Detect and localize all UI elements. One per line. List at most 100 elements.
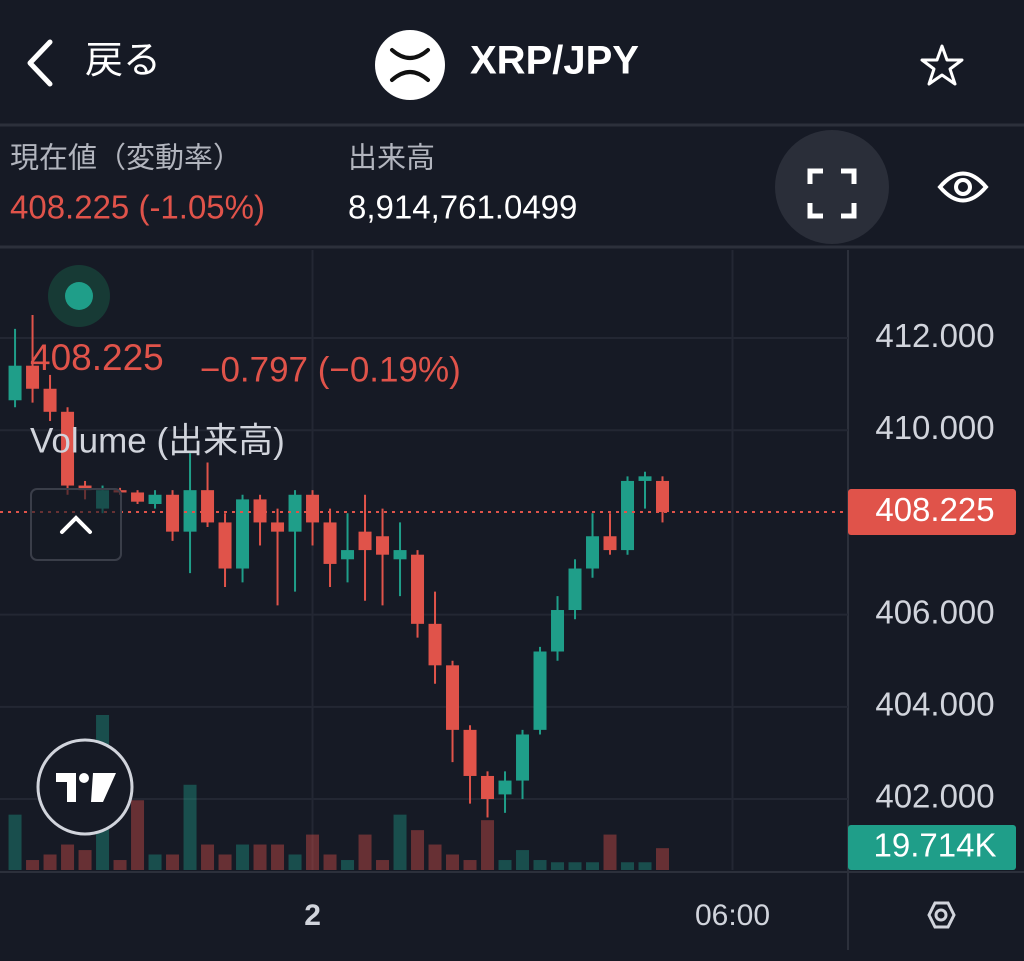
y-tick-label: 410.000 <box>875 409 994 446</box>
coin-logo-mark <box>390 48 430 82</box>
x-tick-label: 06:00 <box>695 899 770 932</box>
volume-bar <box>376 860 390 870</box>
candle-body <box>253 499 267 523</box>
candle-body <box>341 550 355 560</box>
collapse-icon <box>60 515 92 534</box>
volume-bar <box>323 854 337 870</box>
candle-body <box>586 536 600 569</box>
candle-body <box>183 490 197 532</box>
candle-body <box>411 554 425 624</box>
candle-body <box>603 536 617 551</box>
volume-bar <box>621 862 635 870</box>
candle-body <box>376 536 390 555</box>
y-tick-label: 404.000 <box>875 686 994 723</box>
settings-icon-center <box>934 908 948 922</box>
volume-bar <box>551 862 565 870</box>
last-price-tag <box>848 489 1016 536</box>
volume-bar <box>201 844 215 870</box>
volume-value: 8,914,761.0499 <box>348 189 577 226</box>
volume-bar <box>603 834 617 870</box>
volume-bar <box>218 854 232 870</box>
candle-body <box>463 729 477 776</box>
volume-bar <box>656 848 670 870</box>
eye-button[interactable] <box>937 171 989 203</box>
settings-button[interactable] <box>927 901 956 929</box>
candle-body <box>201 490 215 523</box>
candle-body <box>393 550 407 560</box>
collapse-legend-button[interactable] <box>30 488 122 561</box>
volume-bar <box>148 854 162 870</box>
volume-bar <box>638 862 652 870</box>
legend-price: 408.225 <box>30 337 164 378</box>
volume-bar <box>411 830 425 870</box>
volume-bar <box>131 800 145 870</box>
candle-body <box>621 480 635 551</box>
pair-title: XRP/JPY <box>470 39 639 83</box>
candle-body <box>306 494 320 523</box>
last-price-label: 408.225 <box>875 491 994 528</box>
volume-bar <box>78 850 92 870</box>
volume-bar <box>288 854 302 870</box>
candles <box>8 314 670 818</box>
volume-bar <box>428 844 442 870</box>
candle-body <box>78 485 92 491</box>
back-label: 戻る <box>85 40 161 82</box>
volume-bar <box>533 860 547 870</box>
eye-pupil <box>954 178 972 196</box>
volume-bar <box>498 860 512 870</box>
candle-body <box>481 775 495 800</box>
y-tick-label: 406.000 <box>875 593 994 630</box>
live-indicator <box>65 282 93 310</box>
candle-body <box>26 365 40 389</box>
candle-body <box>638 476 652 481</box>
back-button[interactable]: 戻る <box>27 39 161 87</box>
volume-bar <box>26 860 40 870</box>
y-tick-label: 402.000 <box>875 778 994 815</box>
candle-body <box>218 522 232 569</box>
candle-body <box>131 492 145 502</box>
volume-label: 出来高 <box>348 142 435 175</box>
candle-body <box>166 494 180 532</box>
price-label: 現在値（変動率） <box>10 142 242 175</box>
collapse-bg <box>30 488 122 561</box>
volume-bar <box>166 854 180 870</box>
candle-body <box>43 388 57 412</box>
x-tick-label: 2 <box>304 899 321 932</box>
volume-bar <box>393 814 407 870</box>
fullscreen-button[interactable] <box>775 130 889 244</box>
candle-body <box>323 522 337 564</box>
volume-bar <box>113 860 127 870</box>
y-tick-label: 412.000 <box>875 317 994 354</box>
volume-bar <box>481 820 495 870</box>
fullscreen-bg <box>775 130 889 244</box>
volume-bar <box>586 862 600 870</box>
volume-bar <box>271 844 285 870</box>
candle-body <box>148 494 162 504</box>
favorite-button[interactable] <box>920 44 964 86</box>
volume-bar <box>8 814 22 870</box>
back-icon <box>27 39 53 87</box>
volume-bar <box>358 834 372 870</box>
candle-body <box>446 665 460 730</box>
volume-bar <box>463 860 477 870</box>
volume-bar <box>568 862 582 870</box>
tradingview-logo[interactable] <box>36 738 134 836</box>
axes: 402.000 404.000 406.000 410.000 412.000 2 06:0… <box>0 317 1016 932</box>
volume-bar <box>306 834 320 870</box>
volume-bar <box>253 844 267 870</box>
candle-body <box>551 610 565 652</box>
volume-bar <box>183 784 197 870</box>
volume-bar <box>43 854 57 870</box>
candle-body <box>358 531 372 551</box>
candle-body <box>656 480 670 513</box>
volume-bar <box>516 850 530 870</box>
candle-body <box>533 651 547 730</box>
volume-bar <box>61 844 75 870</box>
candle-body <box>288 494 302 532</box>
legend-change: −0.797 (−0.19%) <box>200 350 461 389</box>
candle-body <box>516 734 530 781</box>
coin-logo <box>375 30 445 100</box>
last-volume-label: 19.714K <box>874 827 997 864</box>
